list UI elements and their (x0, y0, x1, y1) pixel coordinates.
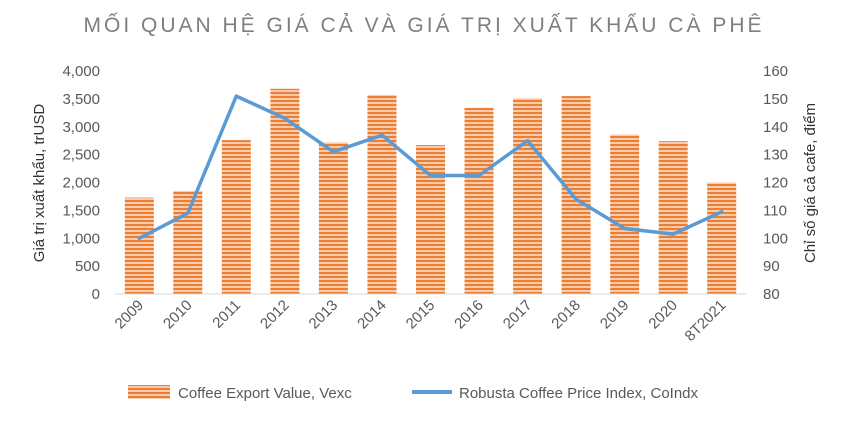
x-tick-label: 2020 (645, 297, 681, 333)
x-tick-label: 8T2021 (682, 297, 730, 345)
bar-8T2021 (707, 182, 737, 294)
legend-label-price-index: Robusta Coffee Price Index, CoIndx (459, 385, 699, 402)
left-tick-label: 2,000 (62, 175, 100, 192)
left-tick-label: 0 (92, 286, 100, 303)
left-axis-ticks: 0 500 1,000 1,500 2,000 2,500 3,000 3,500 4,000 (62, 63, 100, 303)
x-tick-label: 2013 (306, 297, 342, 333)
legend: Coffee Export Value, Vexc Robusta Coffee… (128, 385, 699, 402)
bar-series-export-value (124, 88, 737, 294)
legend-label-export-value: Coffee Export Value, Vexc (178, 385, 352, 402)
x-tick-label: 2018 (548, 297, 584, 333)
left-tick-label: 3,000 (62, 119, 100, 136)
left-tick-label: 1,500 (62, 202, 100, 219)
chart-title: MỐI QUAN HỆ GIÁ CẢ VÀ GIÁ TRỊ XUẤT KHẨU … (83, 14, 765, 37)
x-tick-label: 2011 (209, 297, 244, 332)
bar-2010 (173, 190, 203, 294)
x-tick-label: 2009 (112, 297, 148, 333)
bar-2016 (464, 107, 494, 294)
right-tick-label: 150 (763, 91, 788, 108)
left-tick-label: 2,500 (62, 147, 100, 164)
bar-2015 (416, 145, 445, 294)
x-axis-ticks: 2009 2010 2011 2012 2013 2014 2015 2016 2017 2018… (112, 297, 730, 345)
left-tick-label: 500 (75, 258, 100, 275)
x-tick-label: 2015 (403, 297, 439, 333)
bar-2011 (221, 140, 251, 294)
right-tick-label: 110 (763, 202, 787, 219)
x-tick-label: 2010 (160, 297, 196, 333)
left-tick-label: 4,000 (62, 63, 100, 80)
line-series-price-index (137, 94, 724, 241)
right-axis-ticks: 80 90 100 110 120 130 140 150 160 (763, 63, 788, 303)
y-axis-left-title: Giá trị xuất khẩu, trUSD (31, 104, 48, 263)
bar-2017 (513, 98, 543, 294)
bar-2018 (561, 96, 591, 294)
right-tick-label: 160 (763, 63, 788, 80)
left-tick-label: 3,500 (62, 91, 100, 108)
x-tick-label: 2017 (500, 297, 536, 333)
x-tick-label: 2019 (597, 297, 633, 333)
bar-2020 (658, 141, 688, 294)
bar-2013 (318, 142, 348, 294)
left-tick-label: 1,000 (62, 230, 100, 247)
right-tick-label: 120 (763, 175, 788, 192)
legend-swatch-export-value (128, 385, 170, 399)
bar-2009 (124, 197, 154, 294)
x-tick-label: 2014 (354, 297, 390, 333)
right-tick-label: 90 (763, 258, 780, 275)
bar-2019 (610, 134, 640, 294)
x-tick-label: 2012 (257, 297, 293, 333)
right-tick-label: 130 (763, 147, 788, 164)
price-index-line (137, 94, 724, 241)
right-tick-label: 100 (763, 230, 788, 247)
y-axis-right-title: Chỉ số giá cả cafe, điểm (802, 103, 819, 263)
x-tick-label: 2016 (451, 297, 487, 333)
bar-2014 (367, 95, 397, 294)
right-tick-label: 140 (763, 119, 788, 136)
right-tick-label: 80 (763, 286, 780, 303)
